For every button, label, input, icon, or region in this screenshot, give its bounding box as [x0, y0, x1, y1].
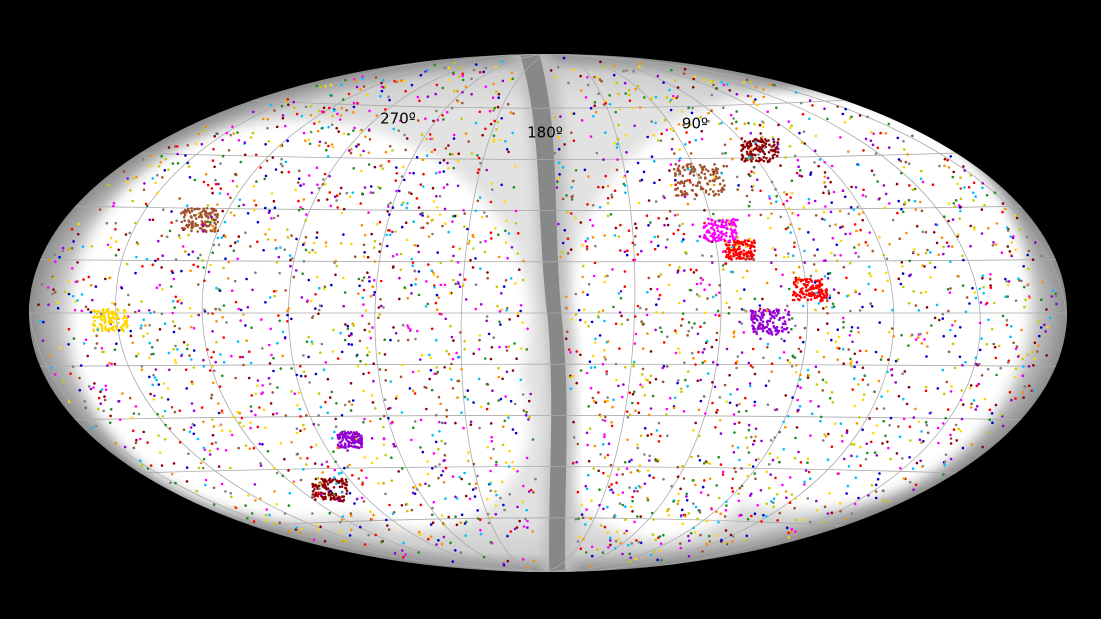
parallel: [39, 363, 1057, 367]
galactic-plane: [515, 54, 567, 572]
parallel: [236, 517, 860, 527]
longitude-label: 270º: [380, 110, 416, 128]
parallel: [39, 259, 1057, 263]
longitude-label: 90º: [682, 115, 708, 133]
parallel: [132, 466, 964, 474]
graticule: [29, 54, 1067, 572]
parallel: [236, 99, 860, 109]
parallel: [132, 152, 964, 160]
parallel: [72, 415, 1024, 421]
longitude-label: 180º: [527, 124, 563, 142]
sky-content: [29, 54, 1067, 572]
